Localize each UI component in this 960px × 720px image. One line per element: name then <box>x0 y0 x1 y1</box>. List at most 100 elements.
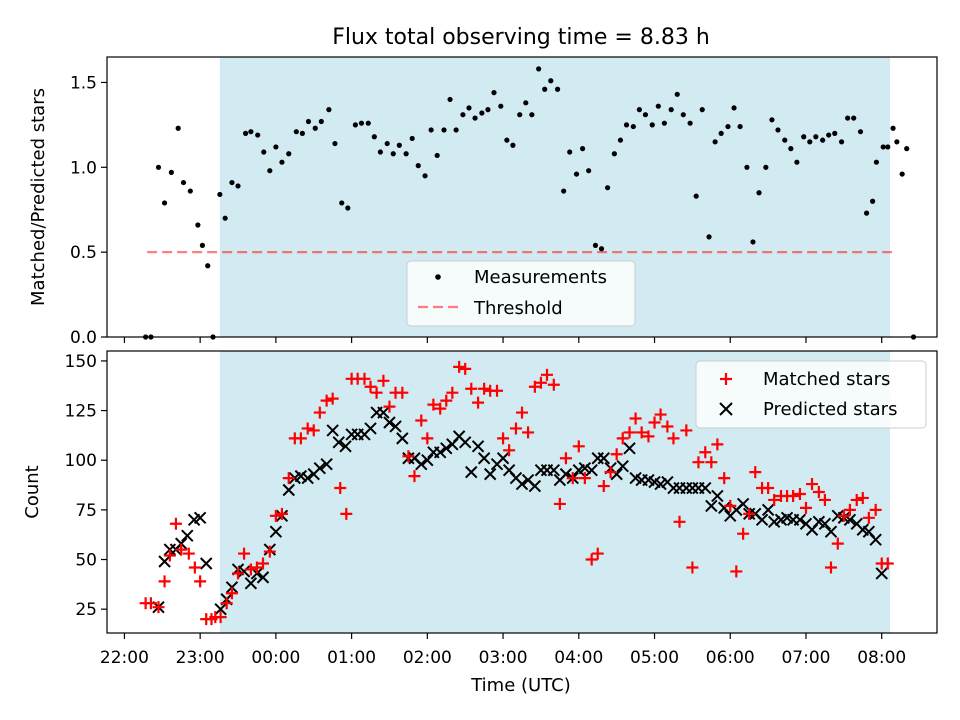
matched-point <box>383 400 396 413</box>
predicted-point <box>313 461 327 475</box>
measurement-point <box>352 122 358 128</box>
matched-point <box>699 446 712 459</box>
measurement-point <box>894 139 900 145</box>
predicted-point <box>547 463 561 477</box>
measurement-point <box>318 118 324 125</box>
measurement-point <box>293 129 299 135</box>
matched-point <box>238 547 251 560</box>
predicted-point <box>717 501 731 515</box>
count-panel: 25 50 75 100 125 150 22:00 23:00 00:00 01:00 02:0… <box>22 350 938 696</box>
measurement-point <box>668 107 674 113</box>
matched-point <box>472 396 485 409</box>
predicted-point <box>528 479 542 493</box>
legend-measurements-label: Measurements <box>474 267 607 288</box>
measurement-point <box>384 140 390 147</box>
bottom-axes-frame <box>106 350 938 634</box>
measurement-point <box>880 144 886 150</box>
matched-points <box>139 360 894 626</box>
matched-point <box>465 382 478 395</box>
matched-point <box>667 432 680 445</box>
predicted-point <box>214 602 227 616</box>
predicted-point <box>711 489 724 503</box>
measurement-point <box>229 179 235 186</box>
matched-point <box>799 501 812 514</box>
legend-matched-marker <box>720 373 732 385</box>
measurement-point <box>377 149 383 155</box>
measurement-point <box>453 127 459 133</box>
measurement-point <box>794 159 800 165</box>
y-tick-label: 0.0 <box>70 328 97 348</box>
y-tick-label: 150 <box>65 352 97 372</box>
matched-point <box>768 493 781 506</box>
matched-point <box>787 489 800 502</box>
measurement-point <box>396 142 402 148</box>
measurement-point <box>731 105 737 111</box>
predicted-point <box>515 477 529 491</box>
bottom-legend: Matched stars Predicted stars <box>695 360 927 429</box>
matched-point <box>553 497 566 510</box>
measurement-point <box>687 120 693 126</box>
matched-point <box>572 440 585 453</box>
measurement-point <box>523 100 529 106</box>
measurement-point <box>592 242 599 248</box>
measurement-point <box>168 169 174 175</box>
predicted-point <box>377 406 390 419</box>
matched-point <box>730 565 743 578</box>
x-tick-label: 07:00 <box>781 648 830 668</box>
predicted-point <box>699 481 712 495</box>
matched-point <box>559 452 572 465</box>
predicted-point <box>389 420 402 433</box>
measurement-point <box>542 86 548 92</box>
measurement-point <box>813 134 819 140</box>
predicted-point <box>193 511 207 525</box>
predicted-point <box>237 565 251 578</box>
matched-point <box>591 547 604 560</box>
measurement-point <box>390 151 396 157</box>
measurement-point <box>885 144 891 150</box>
matched-point <box>257 557 270 570</box>
bottom-y-ticks: 25 50 75 100 125 150 <box>65 352 107 620</box>
predicted-point <box>181 529 194 542</box>
measurement-point <box>857 129 864 135</box>
matched-point <box>824 561 837 574</box>
matched-point <box>225 587 238 600</box>
matched-point <box>711 438 724 451</box>
measurement-point <box>661 120 667 126</box>
matched-point <box>320 394 333 407</box>
measurement-point <box>175 125 181 131</box>
matched-point <box>377 374 390 387</box>
measurement-point <box>326 107 332 113</box>
predicted-point <box>875 567 888 580</box>
matched-point <box>182 547 195 560</box>
measurement-point <box>567 149 573 155</box>
measurement-point <box>403 151 409 157</box>
predicted-point <box>256 571 270 584</box>
predicted-point <box>736 497 750 511</box>
matched-point <box>793 487 806 500</box>
measurement-point <box>235 183 241 189</box>
chart-title: Flux total observing time = 8.83 h <box>332 25 710 50</box>
matched-point <box>440 394 453 407</box>
matched-point <box>232 567 245 580</box>
measurement-point <box>604 185 611 191</box>
matched-point <box>642 430 655 443</box>
measurement-point <box>706 234 712 240</box>
measurement-point <box>630 123 636 130</box>
matched-point <box>175 543 188 556</box>
measurement-point <box>763 164 769 170</box>
matched-point <box>566 472 579 485</box>
measurement-point <box>712 139 718 145</box>
measurement-point <box>737 123 743 130</box>
measurement-point <box>422 173 428 179</box>
matched-point <box>623 426 636 439</box>
measurement-point <box>904 146 910 152</box>
matched-point <box>597 480 610 493</box>
measurement-point <box>273 144 279 150</box>
matched-point <box>340 507 353 520</box>
measurement-point <box>832 130 838 136</box>
measurement-point <box>788 146 794 152</box>
matched-point <box>244 563 257 576</box>
matched-point <box>843 503 856 516</box>
matched-point <box>869 503 882 516</box>
